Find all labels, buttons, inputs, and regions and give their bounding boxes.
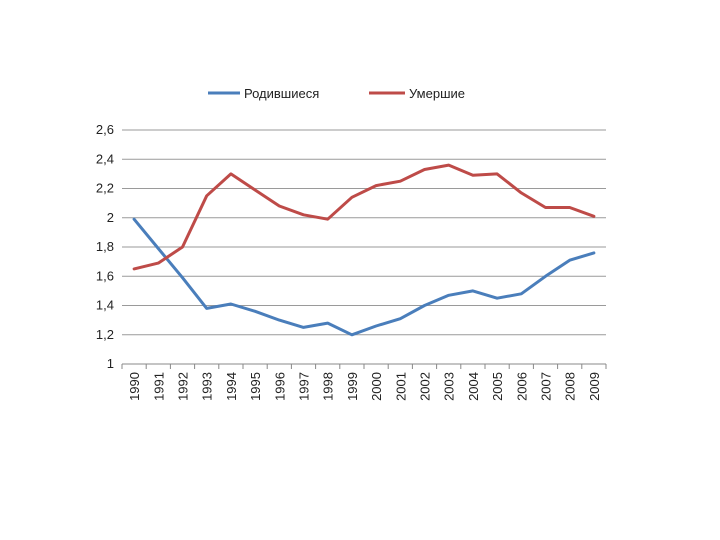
x-tick-label: 2000	[369, 372, 384, 401]
x-tick-label: 1994	[224, 372, 239, 401]
series-line-births	[132, 217, 596, 337]
x-tick-label: 1996	[272, 372, 287, 401]
x-tick-label: 2007	[539, 372, 554, 401]
x-tick-label: 2006	[514, 372, 529, 401]
y-tick-label: 1,8	[96, 239, 114, 254]
legend-label-births: Родившиеся	[244, 86, 319, 101]
x-tick-label: 2004	[466, 372, 481, 401]
x-tick-label: 1999	[345, 372, 360, 401]
y-tick-label: 2,2	[96, 181, 114, 196]
y-tick-label: 1	[107, 356, 114, 371]
x-tick-label: 2003	[442, 372, 457, 401]
y-tick-label: 2,4	[96, 151, 114, 166]
legend-label-deaths: Умершие	[409, 86, 465, 101]
x-tick-label: 1995	[248, 372, 263, 401]
series-line-deaths	[132, 163, 596, 271]
x-tick-label: 1993	[200, 372, 215, 401]
x-tick-label: 1990	[127, 372, 142, 401]
x-tick-label: 2008	[563, 372, 578, 401]
y-tick-label: 2,6	[96, 122, 114, 137]
x-tick-label: 2005	[490, 372, 505, 401]
x-tick-label: 2001	[393, 372, 408, 401]
y-tick-label: 1,2	[96, 327, 114, 342]
x-tick-label: 2002	[418, 372, 433, 401]
y-tick-label: 1,6	[96, 268, 114, 283]
x-axis-ticks: 1990 1991 1992 1993 1994 1995 1996 1997 1998 1999…	[127, 372, 602, 401]
x-tick-label: 1991	[151, 372, 166, 401]
x-tick-label: 1997	[297, 372, 312, 401]
gridlines	[121, 129, 607, 369]
x-tick-label: 2009	[587, 372, 602, 401]
series-lines	[132, 163, 596, 337]
y-tick-label: 1,4	[96, 298, 114, 313]
x-tick-label: 1998	[321, 372, 336, 401]
chart-legend: Родившиеся Умершие	[208, 86, 465, 101]
y-axis-ticks: 1 1,2 1,4 1,6 1,8 2 2,2 2,4 2,6	[96, 122, 114, 371]
y-tick-label: 2	[107, 210, 114, 225]
x-tick-label: 1992	[176, 372, 191, 401]
